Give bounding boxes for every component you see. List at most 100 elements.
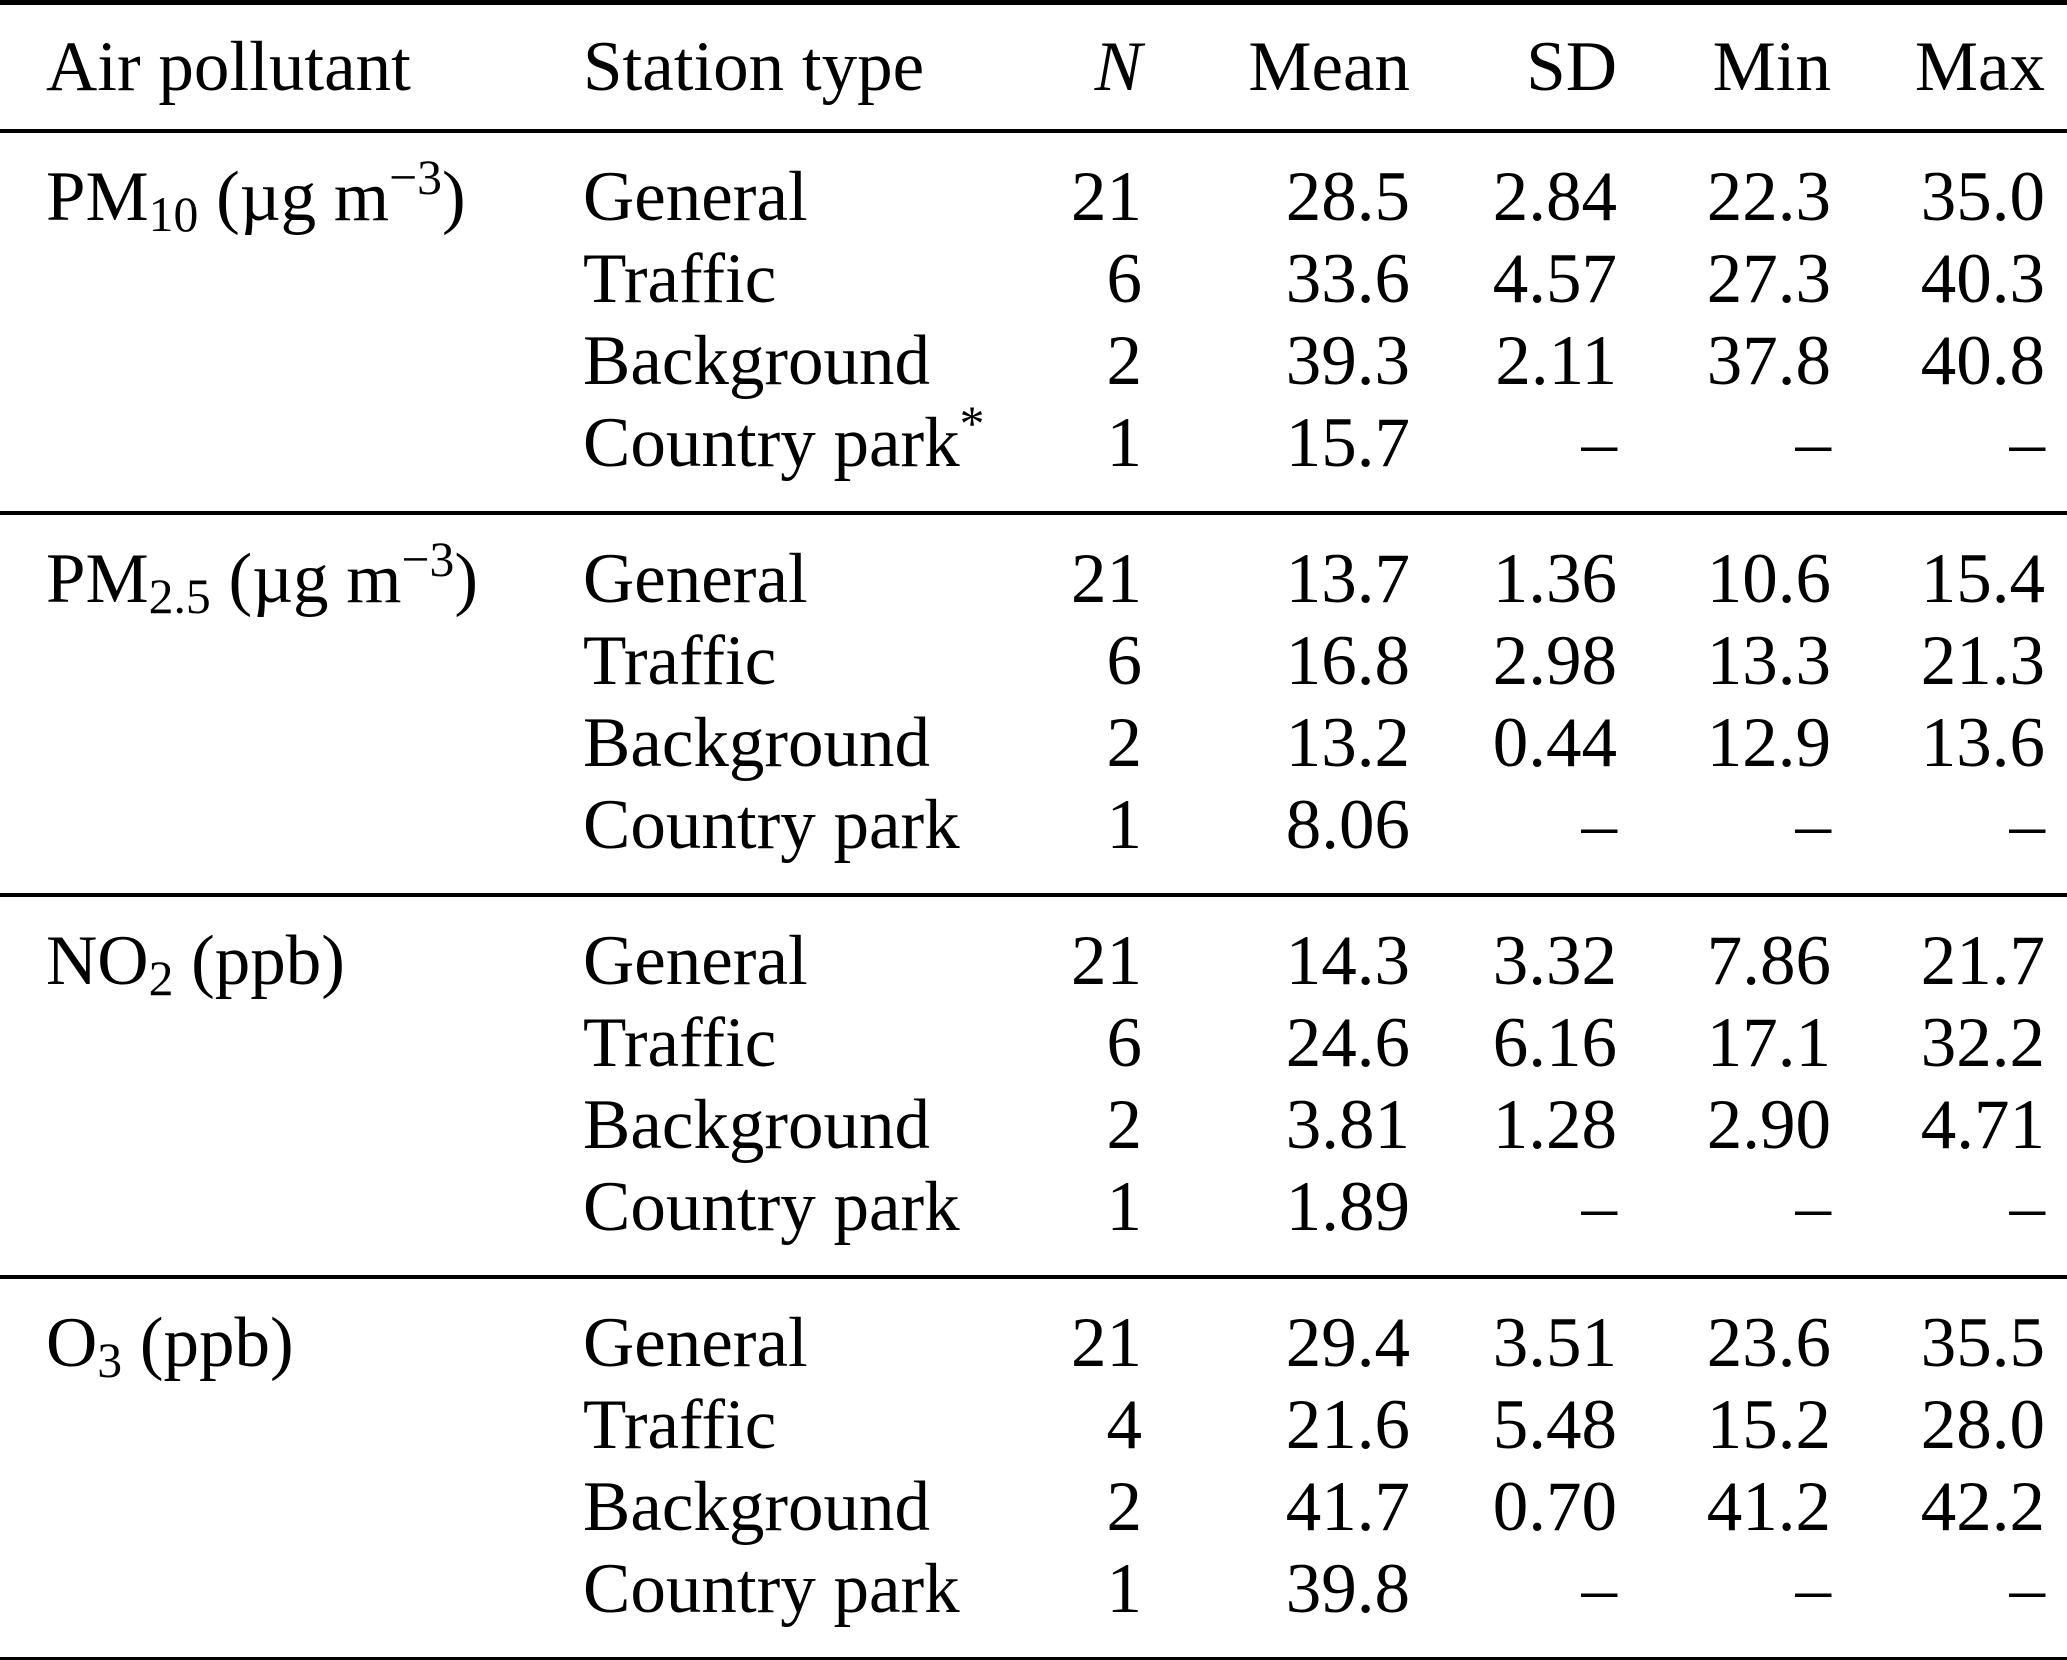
station-name: Background	[583, 1086, 931, 1164]
pollutant-spacer	[46, 320, 583, 402]
sd-value: –	[1581, 1168, 1618, 1246]
pollutant-unit: (µg m	[210, 540, 402, 618]
n-value: 6	[1106, 622, 1143, 700]
n-value: 2	[1106, 704, 1143, 782]
pollutant-group-no2: NO2 (ppb) General 21 14.3 3.32 7.86 21.7…	[0, 897, 2067, 1275]
station-name: Traffic	[583, 622, 777, 700]
max-value: 21.3	[1920, 622, 2045, 700]
mean-value: 29.4	[1285, 1304, 1410, 1382]
table-row: Country park 1 39.8 – – –	[0, 1548, 2067, 1630]
n-value: 2	[1106, 1468, 1143, 1546]
station-name: Traffic	[583, 1386, 777, 1464]
pollutant-spacer	[46, 1466, 583, 1548]
sd-value: 5.48	[1492, 1386, 1617, 1464]
n-value: 1	[1106, 786, 1143, 864]
pollutant-unit: (ppb)	[122, 1304, 294, 1382]
max-value: 40.8	[1920, 322, 2045, 400]
table-row: Traffic 6 33.6 4.57 27.3 40.3	[0, 238, 2067, 320]
sd-value: 2.84	[1492, 158, 1617, 236]
max-value: 15.4	[1920, 540, 2045, 618]
max-value: 42.2	[1920, 1468, 2045, 1546]
min-value: 41.2	[1706, 1468, 1831, 1546]
station-name: General	[583, 158, 808, 236]
pollutant-base: PM	[46, 540, 149, 618]
station-name: Background	[583, 704, 931, 782]
min-value: 17.1	[1706, 1004, 1831, 1082]
group-separator-rule	[0, 511, 2067, 515]
sd-value: –	[1581, 786, 1618, 864]
group-separator-rule	[0, 1275, 2067, 1279]
min-value: 27.3	[1706, 240, 1831, 318]
min-value: –	[1795, 404, 1832, 482]
max-value: 35.5	[1920, 1304, 2045, 1382]
station-type-cell: Country park	[583, 1548, 960, 1630]
pollutant-exponent: −3	[401, 532, 455, 588]
pollutant-base: O	[46, 1304, 98, 1382]
pollutant-spacer	[46, 620, 583, 702]
table-row: PM10 (µg m−3) General 21 28.5 2.84 22.3 …	[0, 153, 2067, 239]
station-type-cell: Country park	[583, 784, 960, 866]
max-value: –	[2009, 786, 2046, 864]
table-row: Country park* 1 15.7 – – –	[0, 399, 2067, 484]
table-header-row: Air pollutant Station type N Mean SD Min…	[0, 5, 2067, 129]
pollutant-group-pm10: PM10 (µg m−3) General 21 28.5 2.84 22.3 …	[0, 133, 2067, 511]
mean-value: 21.6	[1285, 1386, 1410, 1464]
n-value: 21	[1071, 158, 1142, 236]
table-row: Background 2 13.2 0.44 12.9 13.6	[0, 702, 2067, 784]
n-value: 6	[1106, 1004, 1143, 1082]
min-value: 12.9	[1706, 704, 1831, 782]
min-value: 2.90	[1706, 1086, 1831, 1164]
pollutant-label: PM2.5 (µg m−3)	[46, 535, 583, 621]
pollutant-spacer	[46, 784, 583, 866]
sd-value: 1.36	[1492, 540, 1617, 618]
n-value: 21	[1071, 1304, 1142, 1382]
station-name: General	[583, 1304, 808, 1382]
min-value: 22.3	[1706, 158, 1831, 236]
max-value: –	[2009, 1168, 2046, 1246]
pollutant-label: O3 (ppb)	[46, 1302, 583, 1385]
sd-value: 0.70	[1492, 1468, 1617, 1546]
station-type-cell: General	[583, 920, 959, 1002]
max-value: 28.0	[1920, 1386, 2045, 1464]
station-type-cell: Background	[583, 1466, 959, 1548]
pollutant-subscript: 2	[148, 950, 174, 1006]
table-row: Traffic 6 16.8 2.98 13.3 21.3	[0, 620, 2067, 702]
max-value: 21.7	[1920, 922, 2045, 1000]
station-name: General	[583, 540, 808, 618]
pollutant-label: NO2 (ppb)	[46, 920, 583, 1003]
pollutant-base: NO	[46, 922, 149, 1000]
pollutant-unit: (µg m	[198, 158, 390, 236]
table-bottom-rule	[0, 1657, 2067, 1660]
station-name: Country park	[583, 786, 960, 864]
sd-value: 2.11	[1495, 322, 1617, 400]
mean-value: 39.8	[1285, 1550, 1410, 1628]
table-row: Background 2 41.7 0.70 41.2 42.2	[0, 1466, 2067, 1548]
station-type-cell: Traffic	[583, 1384, 959, 1466]
pollutant-unit-close: )	[454, 540, 479, 618]
table-row: Background 2 39.3 2.11 37.8 40.8	[0, 320, 2067, 402]
sd-value: 0.44	[1492, 704, 1617, 782]
mean-value: 1.89	[1285, 1168, 1410, 1246]
mean-value: 39.3	[1285, 322, 1410, 400]
pollutant-spacer	[46, 1166, 583, 1248]
mean-value: 28.5	[1285, 158, 1410, 236]
mean-value: 13.2	[1285, 704, 1410, 782]
mean-value: 14.3	[1285, 922, 1410, 1000]
table-row: NO2 (ppb) General 21 14.3 3.32 7.86 21.7	[0, 920, 2067, 1003]
mean-value: 24.6	[1285, 1004, 1410, 1082]
max-value: 4.71	[1920, 1086, 2045, 1164]
pollutant-unit: (ppb)	[173, 922, 345, 1000]
station-name: Background	[583, 1468, 931, 1546]
mean-value: 8.06	[1285, 786, 1410, 864]
pollutant-spacer	[46, 1384, 583, 1466]
table-row: Country park 1 8.06 – – –	[0, 784, 2067, 866]
pollutant-spacer	[46, 238, 583, 320]
n-value: 4	[1106, 1386, 1143, 1464]
min-value: –	[1795, 786, 1832, 864]
n-value: 1	[1106, 404, 1143, 482]
mean-value: 16.8	[1285, 622, 1410, 700]
sd-value: 6.16	[1492, 1004, 1617, 1082]
station-name: Country park	[583, 1168, 960, 1246]
pollutant-spacer	[46, 1084, 583, 1166]
